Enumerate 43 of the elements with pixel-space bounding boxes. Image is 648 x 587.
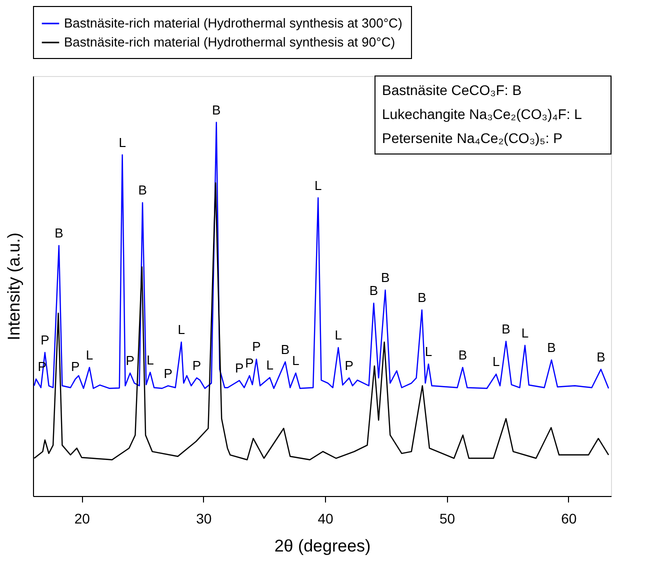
annotation: B xyxy=(212,102,221,118)
annotation: L xyxy=(424,344,432,360)
annotation: L xyxy=(178,322,185,338)
annotation: B xyxy=(547,340,556,355)
annotation: P xyxy=(71,359,80,374)
annotation: B xyxy=(502,321,510,336)
annotation: B xyxy=(418,290,426,305)
annotation: L xyxy=(146,352,154,368)
annotation: L xyxy=(292,353,300,368)
annotation: P xyxy=(245,356,254,371)
annotation: P xyxy=(192,358,201,373)
x-tick-label: 20 xyxy=(74,510,90,526)
text: Lukechangite Na₃Ce₂(CO₃)₄F: L xyxy=(382,106,582,122)
annotation: P xyxy=(164,366,172,381)
annotation: L xyxy=(266,358,274,373)
annotation: P xyxy=(252,339,261,354)
annotation: P xyxy=(344,358,354,373)
legend-label: Bastnäsite-rich material (Hydrothermal synthesis at 90°C) xyxy=(64,34,396,50)
annotation: L xyxy=(334,328,342,343)
annotation: B xyxy=(280,342,290,357)
annotation: L xyxy=(492,354,500,370)
annotation: B xyxy=(380,270,390,286)
annotation: L xyxy=(314,178,322,193)
annotation: P xyxy=(235,360,244,376)
annotation: L xyxy=(86,347,94,362)
text: Bastnäsite CeCO₃F: B xyxy=(382,82,522,98)
y-axis-title: Intensity (a.u.) xyxy=(4,232,24,340)
annotation: B xyxy=(458,347,468,362)
x-tick-label: 30 xyxy=(196,510,212,526)
annotation: L xyxy=(118,134,126,150)
annotation: P xyxy=(40,332,50,348)
x-tick-label: 60 xyxy=(561,510,577,526)
annotation: B xyxy=(596,349,606,364)
annotation: P xyxy=(126,353,134,368)
annotation: L xyxy=(521,325,529,340)
x-tick-label: 50 xyxy=(439,510,456,526)
annotation: B xyxy=(369,283,378,298)
legend-label: Bastnäsite-rich material (Hydrothermal synthesis at 300°C) xyxy=(64,16,402,30)
annotation: B xyxy=(54,226,64,241)
x-tick-label: 40 xyxy=(318,510,334,526)
annotation: Petersenite Na₄Ce₂(CO₃)₅: P xyxy=(382,130,562,146)
x-axis-title: 2θ (degrees) xyxy=(274,536,371,556)
annotation: B xyxy=(138,182,147,198)
